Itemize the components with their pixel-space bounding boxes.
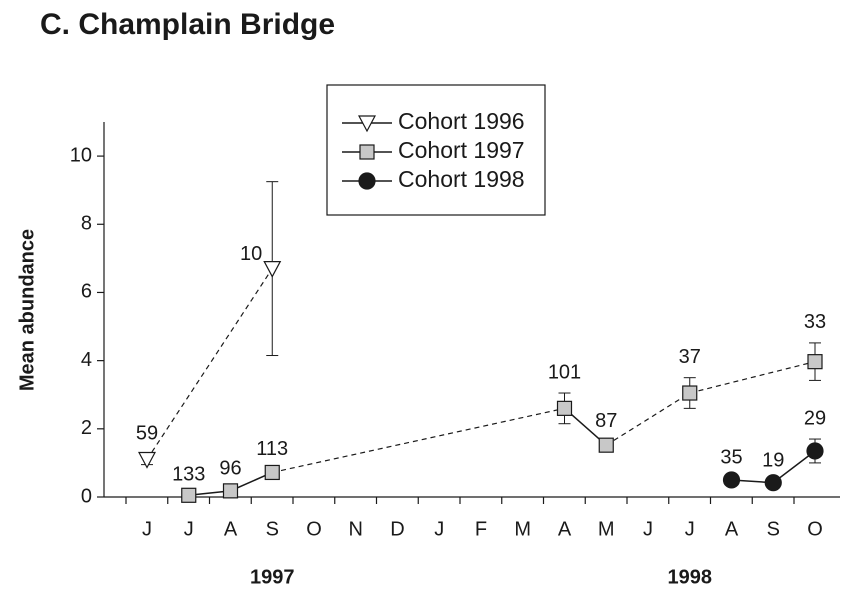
- y-axis-label: Mean abundance: [16, 229, 38, 391]
- point: [181, 487, 197, 503]
- legend-marker: [359, 144, 375, 160]
- point-label: 96: [219, 457, 241, 479]
- y-tick-label: 4: [81, 349, 92, 371]
- point: [264, 464, 280, 481]
- point: [682, 385, 698, 401]
- point-label: 59: [136, 423, 158, 445]
- gap-line: [605, 392, 691, 446]
- year-label: 1997: [250, 566, 295, 588]
- point-label: 29: [804, 407, 826, 429]
- legend-marker: [358, 115, 376, 133]
- point: [263, 260, 282, 278]
- gap-line: [272, 407, 565, 474]
- point: [807, 354, 823, 370]
- point-label: 87: [595, 410, 617, 432]
- x-tick-label: M: [598, 518, 615, 540]
- legend-label: Cohort 1997: [398, 137, 525, 163]
- point-label: 10: [240, 243, 262, 265]
- point: [222, 483, 239, 499]
- year-label: 1998: [668, 566, 713, 588]
- y-tick-label: 6: [81, 281, 92, 303]
- x-tick-label: A: [224, 518, 238, 540]
- chart-title: C. Champlain Bridge: [40, 8, 335, 41]
- gap-line: [146, 268, 273, 460]
- point: [598, 437, 614, 453]
- point-label: 37: [679, 346, 701, 368]
- point-label: 101: [548, 361, 581, 383]
- legend-label: Cohort 1998: [398, 166, 525, 192]
- x-tick-label: M: [514, 518, 531, 540]
- point: [806, 442, 824, 460]
- y-tick-label: 2: [81, 417, 92, 439]
- x-tick-label: J: [434, 518, 444, 540]
- x-tick-label: O: [306, 518, 322, 540]
- point-label: 113: [256, 438, 288, 460]
- point: [138, 451, 156, 469]
- gap-line: [689, 361, 816, 394]
- x-tick-label: J: [685, 518, 695, 540]
- point-label: 33: [804, 311, 826, 333]
- x-tick-label: J: [142, 518, 152, 540]
- x-tick-label: N: [349, 518, 363, 540]
- x-tick-label: D: [390, 518, 404, 540]
- x-tick-label: A: [558, 518, 572, 540]
- point-label: 133: [172, 464, 205, 486]
- y-tick-label: 8: [81, 213, 92, 235]
- x-tick-label: A: [725, 518, 739, 540]
- y-tick-label: 10: [70, 144, 92, 166]
- legend-label: Cohort 1996: [398, 108, 525, 134]
- point: [764, 474, 782, 492]
- x-tick-label: S: [767, 518, 780, 540]
- point-label: 19: [762, 449, 784, 471]
- x-tick-label: O: [807, 518, 823, 540]
- x-tick-label: J: [184, 518, 194, 540]
- x-tick-label: F: [475, 518, 487, 540]
- legend-marker: [358, 172, 376, 190]
- x-tick-label: S: [266, 518, 279, 540]
- point-label: 35: [720, 447, 742, 469]
- x-tick-label: J: [643, 518, 653, 540]
- y-tick-label: 0: [81, 485, 92, 507]
- point: [556, 400, 573, 416]
- point: [722, 471, 741, 489]
